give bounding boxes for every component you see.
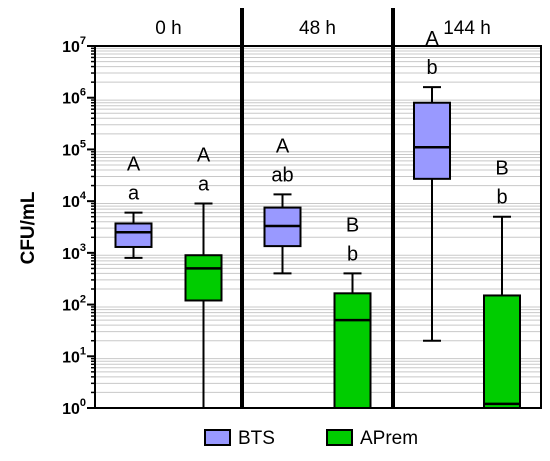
significance-letter: a: [128, 183, 140, 205]
box-bts: [413, 101, 451, 180]
significance-letter: B: [495, 158, 508, 180]
significance-letter: ab: [271, 164, 293, 186]
y-tick-label: 107: [62, 35, 86, 56]
boxes: [114, 86, 521, 409]
significance-letter: A: [197, 145, 211, 167]
y-tick-label: 104: [62, 190, 87, 211]
group-label: 144 h: [443, 18, 491, 39]
significance-letter: A: [127, 154, 141, 176]
group-label: 0 h: [155, 18, 181, 39]
y-axis: 100 101 102 103 104 105 106 107: [62, 35, 95, 418]
grid-lines: [95, 47, 541, 393]
significance-letter: A: [276, 135, 290, 157]
group-label: 48 h: [299, 18, 336, 39]
legend-swatch-bts: [204, 429, 231, 446]
significance-letter: B: [346, 214, 359, 236]
legend-swatch-aprem: [326, 429, 353, 446]
significance-letter: b: [347, 243, 358, 265]
legend-label-aprem: APrem: [360, 428, 418, 449]
box-aprem: [483, 294, 521, 409]
y-tick-label: 100: [62, 397, 86, 418]
significance-letter: a: [198, 174, 210, 196]
significance-letter: b: [426, 57, 437, 79]
y-axis-label: CFU/mL: [18, 191, 39, 264]
box-aprem: [333, 292, 372, 409]
y-tick-label: 103: [62, 242, 86, 263]
panel-frame: [94, 8, 542, 409]
significance-letter: b: [496, 187, 507, 209]
y-tick-label: 106: [62, 87, 86, 108]
y-tick-label: 102: [62, 294, 86, 315]
group-labels: 0 h 48 h 144 h: [155, 18, 490, 39]
legend-label-bts: BTS: [238, 428, 275, 449]
y-tick-label: 101: [62, 345, 86, 366]
significance-letter: A: [425, 28, 439, 50]
y-tick-label: 105: [62, 138, 86, 159]
box-bts: [114, 222, 153, 248]
legend: BTS APrem: [204, 428, 418, 449]
box-aprem: [184, 254, 223, 302]
